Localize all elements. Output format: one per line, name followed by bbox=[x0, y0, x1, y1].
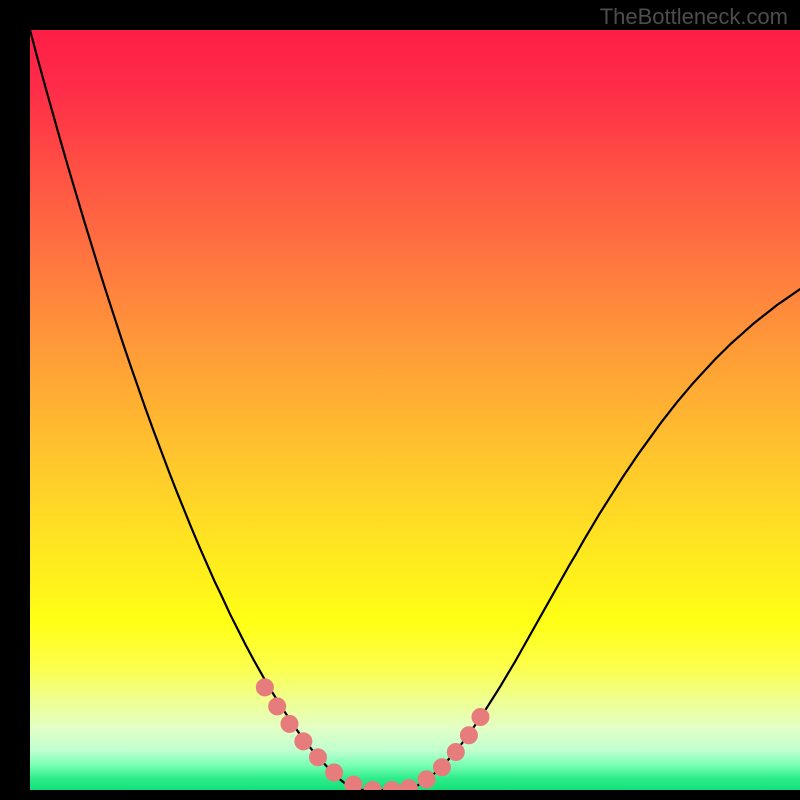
marker-dot bbox=[281, 715, 298, 732]
marker-dot bbox=[345, 776, 362, 790]
marker-dot bbox=[418, 771, 435, 788]
watermark-text: TheBottleneck.com bbox=[600, 4, 788, 30]
marker-dot bbox=[460, 727, 477, 744]
marker-dot bbox=[295, 733, 312, 750]
bottleneck-chart bbox=[30, 30, 800, 790]
marker-dot bbox=[309, 749, 326, 766]
marker-dot bbox=[256, 679, 273, 696]
marker-dot bbox=[326, 764, 343, 781]
marker-dot bbox=[433, 759, 450, 776]
marker-dot bbox=[269, 698, 286, 715]
marker-dot bbox=[472, 709, 489, 726]
marker-dot bbox=[447, 744, 464, 761]
chart-svg bbox=[30, 30, 800, 790]
